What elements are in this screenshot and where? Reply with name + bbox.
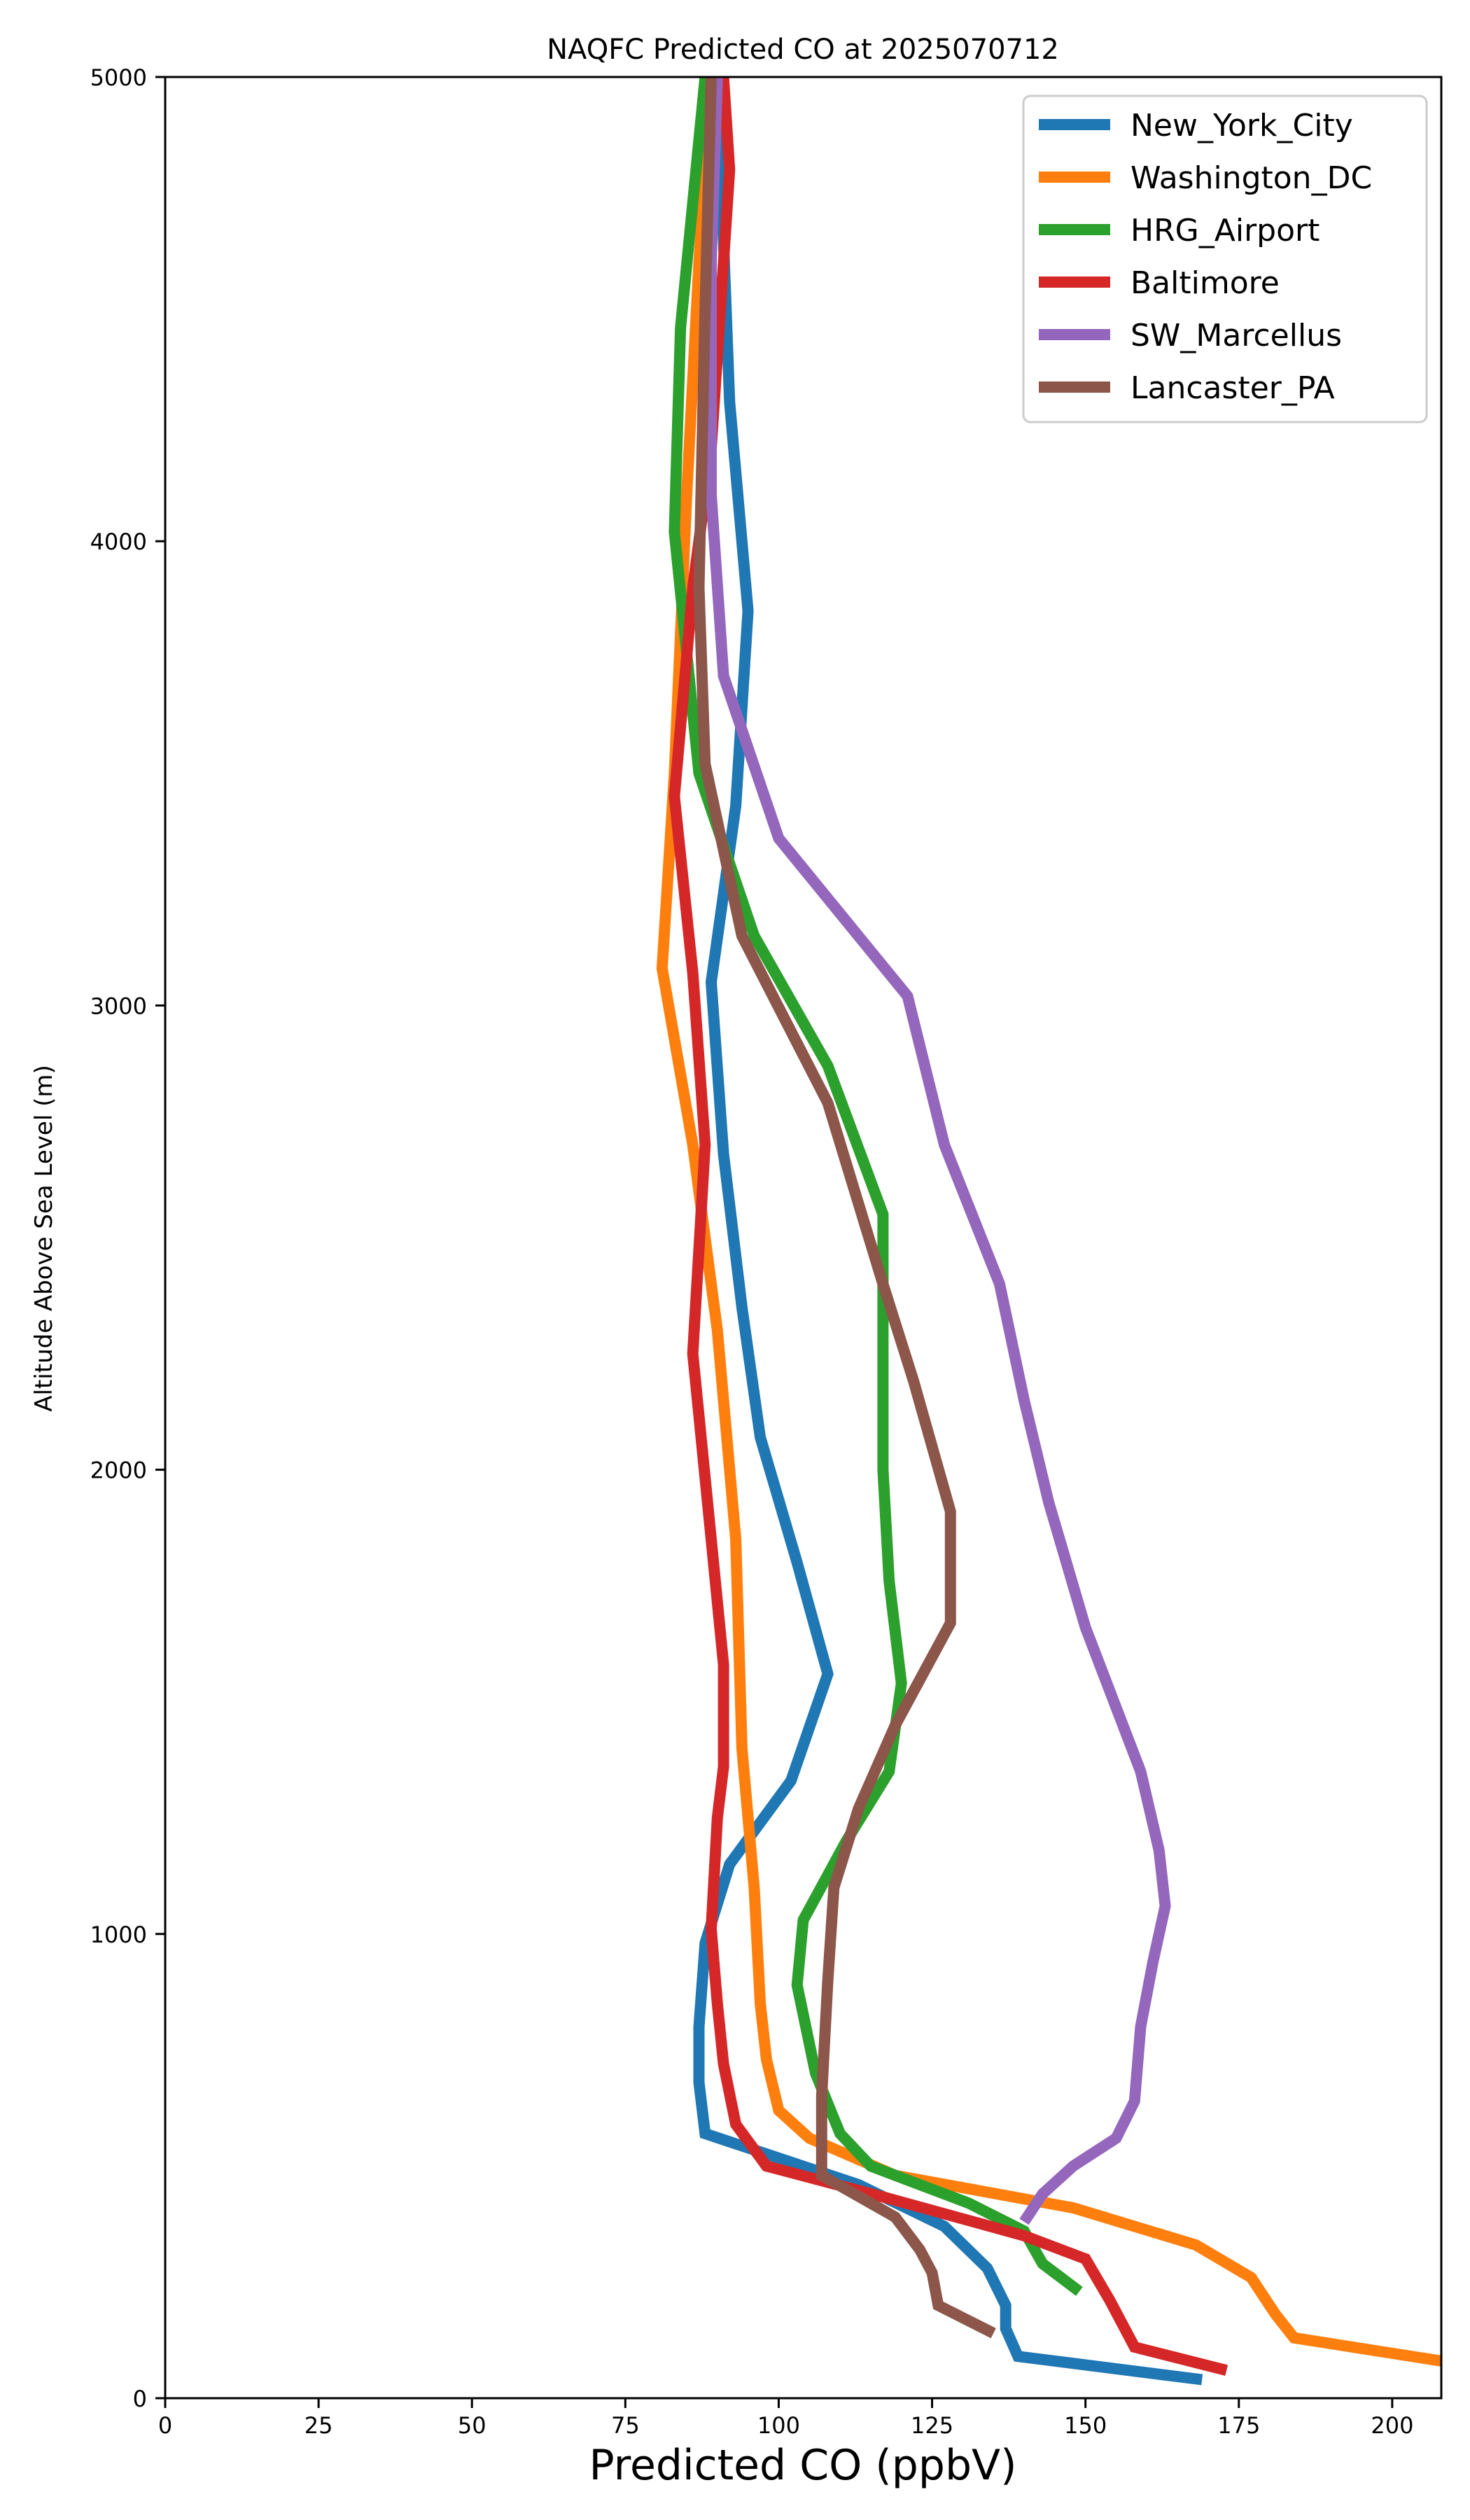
plot-frame bbox=[164, 76, 1443, 2400]
series-line-new-york-city bbox=[693, 76, 1203, 2386]
y-tick-label: 1000 bbox=[90, 1921, 147, 1948]
legend-label: SW_Marcellus bbox=[1130, 318, 1342, 354]
y-tick-label: 2000 bbox=[90, 1457, 147, 1484]
x-tick-label: 50 bbox=[458, 2412, 486, 2439]
x-tick-label: 0 bbox=[158, 2412, 172, 2439]
series-layer bbox=[656, 76, 1443, 2386]
axis-layer: 0 25 50 75 100 125 150 175 200010002000300040005… bbox=[90, 64, 1414, 2439]
x-tick-label: 200 bbox=[1371, 2412, 1413, 2439]
legend-label: Washington_DC bbox=[1130, 160, 1372, 196]
series-line-baltimore bbox=[668, 76, 1228, 2376]
legend-label: Baltimore bbox=[1130, 265, 1280, 301]
y-axis-label: Altitude Above Sea Level (m) bbox=[30, 1065, 58, 1412]
x-tick-label: 25 bbox=[304, 2412, 333, 2439]
chart-title: NAQFC Predicted CO at 2025070712 bbox=[547, 34, 1059, 66]
x-tick-label: 75 bbox=[611, 2412, 640, 2439]
series-line-sw-marcellus bbox=[706, 76, 1171, 2225]
x-tick-label: 175 bbox=[1217, 2412, 1260, 2439]
legend: New_York_City Washington_DC HRG_Airport Bal… bbox=[1022, 94, 1428, 424]
y-tick-label: 4000 bbox=[90, 528, 147, 555]
x-tick-label: 150 bbox=[1064, 2412, 1107, 2439]
y-tick-label: 5000 bbox=[90, 64, 147, 91]
y-tick-label: 3000 bbox=[90, 993, 147, 1019]
legend-label: New_York_City bbox=[1130, 108, 1353, 144]
x-tick-label: 100 bbox=[757, 2412, 800, 2439]
legend-box bbox=[1022, 94, 1428, 424]
series-line-lancaster-pa bbox=[693, 76, 996, 2339]
legend-label: HRG_Airport bbox=[1130, 213, 1320, 248]
x-tick-label: 125 bbox=[911, 2412, 953, 2439]
series-line-washington-dc bbox=[656, 76, 1443, 2367]
legend-label: Lancaster_PA bbox=[1130, 370, 1335, 406]
y-tick-label: 0 bbox=[133, 2386, 147, 2412]
x-axis-label: Predicted CO (ppbV) bbox=[589, 2441, 1016, 2490]
